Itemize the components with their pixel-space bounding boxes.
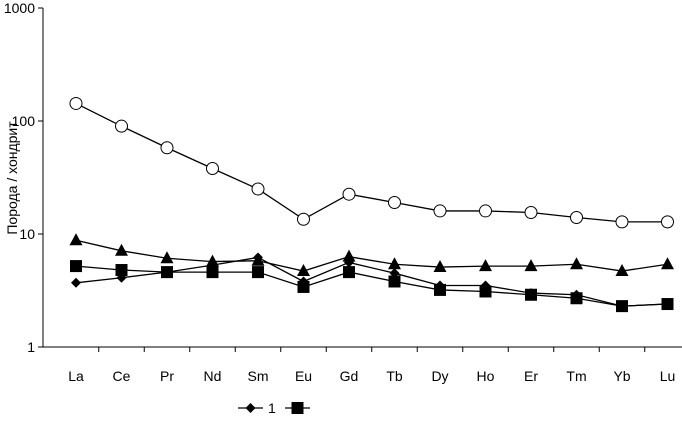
series-line (75, 239, 668, 272)
circle-marker (433, 204, 447, 218)
square-marker (661, 298, 674, 311)
square-marker (70, 260, 82, 273)
x-tick-label: Sm (248, 368, 269, 384)
circle-marker (388, 196, 401, 210)
axes: 1 10 100 1000 La Ce Pr Nd Sm Eu Gd Tb Dy Ho Er Tm Yb Lu (4, 0, 682, 384)
series-group (69, 96, 674, 313)
square-marker (161, 266, 173, 279)
x-tick-label: Ho (477, 368, 495, 384)
square-marker (297, 280, 310, 293)
x-tick-label: Er (524, 368, 538, 384)
y-tick-label: 1000 (4, 0, 35, 16)
diamond-marker (344, 257, 354, 268)
square-marker (434, 283, 446, 296)
legend-item: 1 (238, 400, 276, 416)
x-tick-label: Pr (160, 368, 174, 384)
circle-marker (342, 187, 356, 201)
series-4 (70, 260, 674, 313)
diamond-marker (245, 403, 256, 413)
triangle-marker (615, 264, 629, 277)
square-marker (206, 266, 219, 279)
legend-item (285, 402, 310, 414)
triangle-marker (661, 257, 674, 270)
y-tick-label: 100 (12, 113, 36, 129)
triangle-marker (342, 249, 356, 262)
triangle-marker (297, 264, 310, 277)
x-tick-label: Yb (613, 368, 630, 384)
series-line (75, 256, 668, 307)
triangle-marker (115, 243, 128, 256)
series-line (75, 265, 668, 307)
circle-marker (661, 215, 674, 229)
square-marker (525, 288, 537, 301)
circle-marker (115, 119, 128, 133)
x-tick-label: Gd (340, 368, 359, 384)
triangle-marker (160, 251, 174, 264)
circle-marker (251, 182, 265, 196)
triangle-marker (570, 257, 583, 270)
triangle-marker (388, 257, 401, 270)
square-marker (343, 266, 355, 279)
series-line (75, 102, 668, 223)
x-tick-label: Nd (204, 368, 222, 384)
circle-marker (524, 205, 538, 219)
legend-label: 1 (268, 400, 276, 416)
legend: 1 (238, 400, 310, 416)
x-tick-label: La (68, 368, 84, 384)
y-tick-label: 1 (27, 339, 35, 355)
square-marker (616, 300, 628, 313)
x-tick-label: Tm (566, 368, 586, 384)
y-axis-label: Порода / хондрит (4, 121, 20, 235)
triangle-marker (433, 260, 447, 273)
x-tick-label: Ce (113, 368, 131, 384)
triangle-marker (524, 259, 538, 272)
x-tick-label: Lu (660, 368, 676, 384)
triangle-marker (479, 259, 492, 272)
square-marker (291, 402, 304, 414)
square-marker (388, 275, 401, 288)
circle-marker (479, 204, 492, 218)
x-tick-label: Eu (295, 368, 312, 384)
circle-marker (570, 210, 583, 224)
circle-marker (160, 141, 174, 155)
x-tick-label: Tb (386, 368, 403, 384)
x-tick-label: Dy (431, 368, 448, 384)
diamond-marker (71, 277, 81, 288)
circle-marker (297, 212, 310, 226)
circle-marker (69, 96, 83, 110)
circle-marker (206, 161, 219, 175)
square-marker (252, 266, 264, 279)
triangle-marker (69, 233, 83, 246)
square-marker (115, 264, 128, 277)
series-1 (69, 96, 674, 229)
y-tick-label: 10 (19, 226, 35, 242)
diamond-marker (253, 252, 263, 263)
square-marker (479, 285, 492, 298)
series-2 (69, 233, 674, 277)
square-marker (570, 292, 583, 305)
circle-marker (615, 215, 629, 229)
